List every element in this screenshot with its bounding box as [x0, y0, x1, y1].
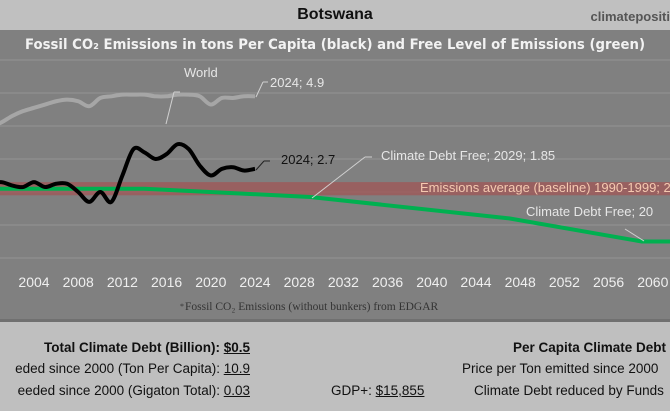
x-tick-label: 2044: [460, 274, 491, 290]
world-last-label: 2024; 4.9: [270, 75, 324, 90]
x-tick-label: 2056: [593, 274, 624, 290]
botswana-last-label: 2024; 2.7: [281, 152, 335, 167]
x-tick-label: 2048: [505, 274, 536, 290]
funds-reduction: Climate Debt reduced by Funds: [474, 383, 664, 398]
x-tick-label: 2008: [63, 274, 94, 290]
chart-footnote: Fossil CO₂ Emissions (without bunkers) f…: [185, 301, 439, 313]
gdp-row: GDP+: $15,855: [331, 383, 424, 398]
total-value: $0.5: [223, 340, 250, 355]
debt-free-end-label: Climate Debt Free; 20: [526, 204, 653, 219]
per-capita-climate-debt: Per Capita Climate Debt: [513, 340, 667, 355]
ton-per-capita-row: eded since 2000 (Ton Per Capita): 10.9: [15, 361, 250, 376]
footnote-mark: *: [180, 302, 184, 311]
botswana-last-leader: [255, 160, 265, 171]
world-last-leader: [255, 81, 264, 98]
world-leader-line: [165, 91, 175, 125]
x-tick-label: 2012: [107, 274, 138, 290]
tpc-label: eded since 2000 (Ton Per Capita):: [15, 361, 224, 376]
x-tick-label: 2016: [151, 274, 182, 290]
x-tick-label: 2004: [18, 274, 49, 290]
baseline-label: Emissions average (baseline) 1990-1999; …: [420, 180, 670, 195]
gdp-value: $15,855: [375, 383, 425, 398]
chart-area: Fossil CO₂ Emissions in tons Per Capita …: [0, 30, 670, 319]
price-per-ton: Price per Ton emitted since 2000: [462, 361, 659, 376]
chart-title: Fossil CO₂ Emissions in tons Per Capita …: [25, 37, 645, 53]
gigaton-total-row: eeded since 2000 (Gigaton Total): 0.03: [18, 383, 250, 398]
emissions-chart: Fossil CO₂ Emissions in tons Per Capita …: [0, 37, 670, 313]
x-tick-label: 2020: [195, 274, 226, 290]
header-bar: Botswana climatepositi: [0, 0, 670, 30]
gt-value: 0.03: [223, 383, 250, 398]
x-tick-label: 2040: [416, 274, 447, 290]
page-title: Botswana: [297, 6, 373, 23]
total-label: Total Climate Debt (Billion):: [43, 340, 224, 355]
debt-free-end-leader: [624, 228, 645, 242]
gdp-label: GDP+:: [331, 383, 376, 398]
debt-free-2029-leader: [311, 156, 366, 199]
world-label: World: [184, 65, 218, 80]
x-tick-label: 2032: [328, 274, 359, 290]
gt-label: eeded since 2000 (Gigaton Total):: [17, 383, 224, 398]
brand-logo-text: climatepositi: [590, 9, 670, 24]
x-tick-label: 2028: [284, 274, 315, 290]
x-tick-label: 2024: [239, 274, 270, 290]
tpc-value: 10.9: [223, 361, 250, 376]
total-climate-debt: Total Climate Debt (Billion): $0.5: [44, 340, 250, 355]
x-tick-label: 2036: [372, 274, 403, 290]
baseline-band: [0, 182, 670, 196]
debt-free-2029-label: Climate Debt Free; 2029; 1.85: [381, 148, 555, 163]
x-tick-label: 2052: [549, 274, 580, 290]
x-tick-label: 2060: [637, 274, 668, 290]
divider: [0, 319, 670, 322]
botswana-series-line: [0, 141, 256, 205]
world-series-line: [0, 92, 256, 126]
